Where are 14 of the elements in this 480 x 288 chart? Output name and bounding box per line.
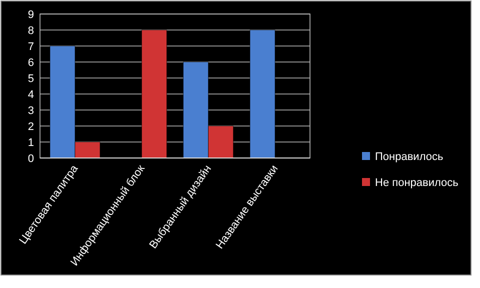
y-tick-label: 7 [28, 40, 34, 53]
legend-label: Не понравилось [375, 176, 459, 189]
legend-label: Понравилось [375, 150, 444, 163]
y-tick-label: 0 [28, 152, 34, 165]
y-tick-label: 4 [28, 88, 34, 101]
y-tick-label: 5 [28, 72, 34, 85]
y-tick-label: 6 [28, 56, 34, 69]
y-tick-label: 2 [28, 120, 34, 133]
bar [142, 30, 167, 158]
y-tick-label: 3 [28, 104, 34, 117]
y-tick-label: 1 [28, 136, 34, 149]
y-tick-label: 9 [28, 8, 34, 21]
y-tick-label: 8 [28, 24, 34, 37]
bar [250, 30, 276, 158]
